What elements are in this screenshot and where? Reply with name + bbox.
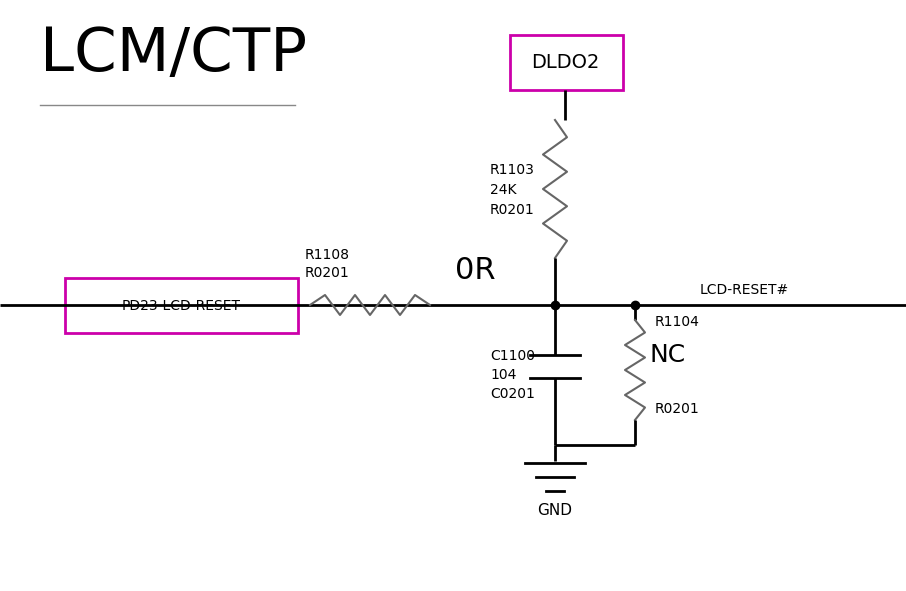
Text: LCD-RESET#: LCD-RESET# [700,283,789,297]
Text: R0201: R0201 [655,402,699,416]
Text: GND: GND [537,503,573,518]
FancyBboxPatch shape [65,278,298,333]
Text: LCM/CTP: LCM/CTP [40,25,307,84]
Text: R1104: R1104 [655,315,699,329]
Text: R1108
R0201: R1108 R0201 [305,248,350,280]
FancyBboxPatch shape [510,35,623,90]
Text: NC: NC [649,343,685,367]
Text: DLDO2: DLDO2 [531,53,599,72]
Text: 0R: 0R [455,256,496,285]
Text: C1100
104
C0201: C1100 104 C0201 [490,349,535,401]
Text: PD23-LCD-RESET: PD23-LCD-RESET [122,298,241,313]
Text: R1103
24K
R0201: R1103 24K R0201 [490,164,535,216]
